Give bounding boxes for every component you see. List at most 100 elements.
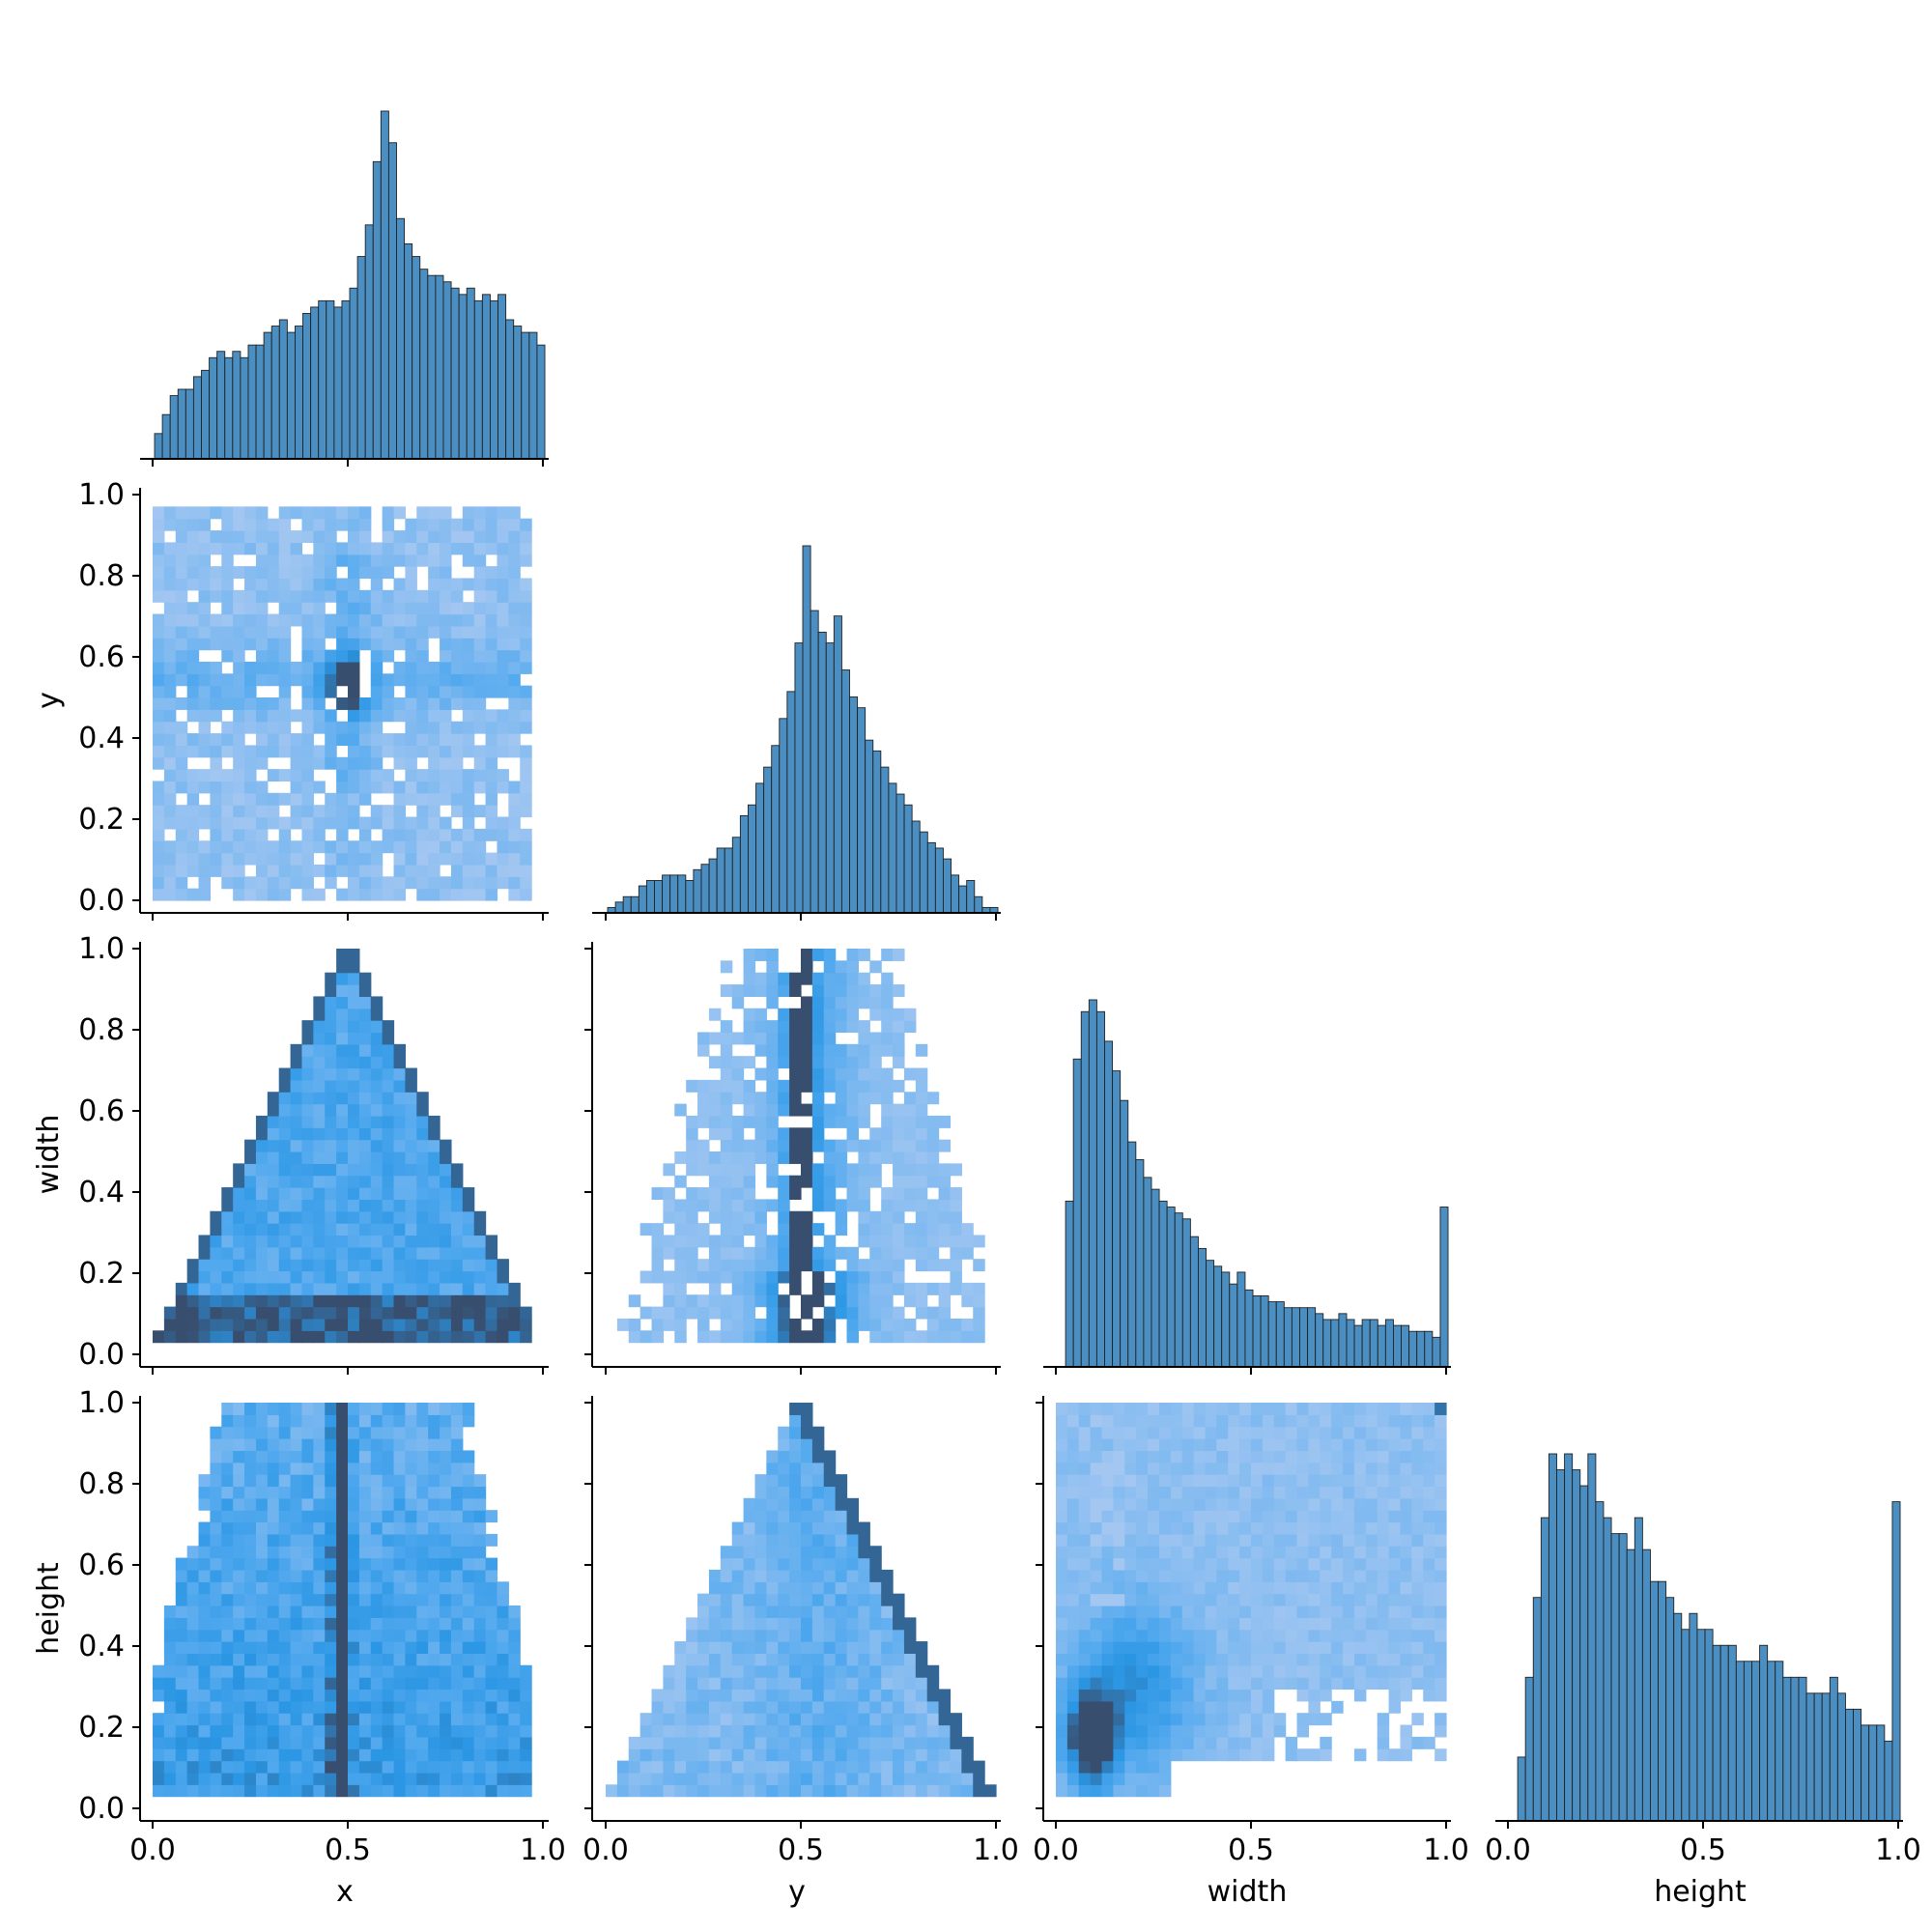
heatmap-cell: [1090, 1521, 1103, 1535]
heatmap-cell: [358, 1629, 372, 1642]
heatmap-cell: [462, 1689, 475, 1702]
heatmap-cell: [1148, 1677, 1160, 1690]
heatmap-cell: [1320, 1748, 1332, 1762]
heatmap-cell: [708, 1103, 722, 1117]
heatmap-cell: [743, 1282, 756, 1295]
heatmap-cell: [858, 1139, 870, 1152]
heatmap-cell: [1113, 1629, 1125, 1642]
heatmap-cell: [255, 1664, 269, 1678]
heatmap-cell: [462, 1724, 475, 1738]
heatmap-cell: [267, 1450, 280, 1463]
heatmap-cell: [639, 1330, 653, 1344]
heatmap-cell: [950, 1163, 962, 1177]
heatmap-cell: [153, 685, 165, 698]
heatmap-cell: [938, 1163, 952, 1177]
heatmap-cell: [233, 625, 245, 639]
heatmap-cell: [405, 721, 417, 734]
heatmap-cell: [290, 1736, 303, 1749]
heatmap-cell: [358, 1557, 372, 1571]
heatmap-cell: [336, 1032, 349, 1045]
heatmap-cell: [766, 1664, 779, 1678]
heatmap-cell: [358, 625, 372, 639]
heatmap-cell: [1056, 1713, 1068, 1726]
heatmap-cell: [153, 745, 165, 758]
heatmap-cell: [370, 578, 384, 591]
heatmap-cell: [244, 1521, 257, 1535]
heatmap-cell: [858, 1713, 870, 1726]
heatmap-cell: [858, 1187, 870, 1201]
heatmap-cell: [416, 1510, 429, 1523]
histogram-bar: [513, 326, 523, 460]
heatmap-cell: [428, 602, 440, 615]
heatmap-cell: [336, 518, 349, 531]
heatmap-cell: [301, 625, 314, 639]
heatmap-cell: [233, 518, 245, 531]
heatmap-cell: [1136, 1486, 1149, 1499]
heatmap-cell: [1296, 1617, 1310, 1631]
heatmap-cell: [186, 578, 200, 591]
heatmap-cell: [301, 1187, 314, 1201]
heatmap-cell: [313, 1629, 326, 1642]
heatmap-cell: [811, 1664, 825, 1678]
heatmap-cell: [153, 1772, 165, 1785]
heatmap-cell: [450, 1199, 464, 1212]
heatmap-cell: [1388, 1581, 1402, 1595]
heatmap-cell: [811, 1713, 825, 1726]
heatmap-cell: [663, 1677, 675, 1690]
heatmap-cell: [811, 1724, 825, 1738]
histogram-bar: [880, 766, 890, 914]
heatmap-cell: [1331, 1700, 1344, 1714]
heatmap-cell: [233, 1664, 245, 1678]
heatmap-cell: [1435, 1664, 1447, 1678]
heatmap-cell: [186, 1617, 200, 1631]
heatmap-cell: [1124, 1521, 1137, 1535]
heatmap-cell: [1056, 1557, 1068, 1571]
heatmap-cell: [450, 518, 464, 531]
heatmap-cell: [893, 1306, 905, 1320]
heatmap-cell: [1400, 1521, 1412, 1535]
heatmap-cell: [708, 1760, 722, 1774]
heatmap-cell: [198, 733, 212, 747]
heatmap-cell: [508, 1664, 521, 1678]
heatmap-cell: [473, 1318, 487, 1331]
heatmap-cell: [278, 1127, 292, 1141]
heatmap-cell: [1148, 1569, 1160, 1582]
heatmap-cell: [255, 1294, 269, 1308]
heatmap-cell: [801, 1438, 813, 1452]
heatmap-cell: [973, 1282, 985, 1295]
heatmap-cell: [348, 1103, 360, 1117]
heatmap-cell: [221, 828, 234, 841]
heatmap-cell: [186, 828, 200, 841]
heatmap-cell: [301, 1629, 314, 1642]
heatmap-cell: [358, 972, 372, 985]
heatmap-cell: [893, 1593, 905, 1606]
heatmap-cell: [1331, 1664, 1344, 1678]
heatmap-cell: [1400, 1653, 1412, 1666]
heatmap-cell: [393, 1641, 407, 1655]
histogram-bar: [450, 287, 460, 460]
heatmap-cell: [278, 769, 292, 782]
heatmap-cell: [325, 1259, 337, 1272]
heatmap-cell: [508, 1641, 521, 1655]
heatmap-cell: [244, 1330, 257, 1344]
heatmap-cell: [1205, 1700, 1217, 1714]
heatmap-cell: [393, 1403, 407, 1415]
heatmap-cell: [1353, 1557, 1367, 1571]
heatmap-cell: [1400, 1629, 1412, 1642]
heatmap-cell: [244, 673, 257, 687]
heatmap-cell: [708, 1151, 722, 1164]
heatmap-cell: [301, 1784, 314, 1798]
heatmap-cell: [801, 1223, 813, 1236]
heatmap-cell: [663, 1282, 675, 1295]
histogram-bar: [497, 294, 507, 460]
histogram-bar: [1845, 1708, 1854, 1822]
heatmap-cell: [1388, 1605, 1402, 1618]
heatmap-cell: [301, 1246, 314, 1260]
heatmap-cell: [450, 1569, 464, 1582]
heatmap-cell: [428, 613, 440, 627]
heatmap-cell: [255, 1617, 269, 1631]
heatmap-cell: [428, 1533, 440, 1547]
heatmap-cell: [1388, 1629, 1402, 1642]
heatmap-cell: [789, 984, 802, 998]
heatmap-cell: [440, 578, 452, 591]
